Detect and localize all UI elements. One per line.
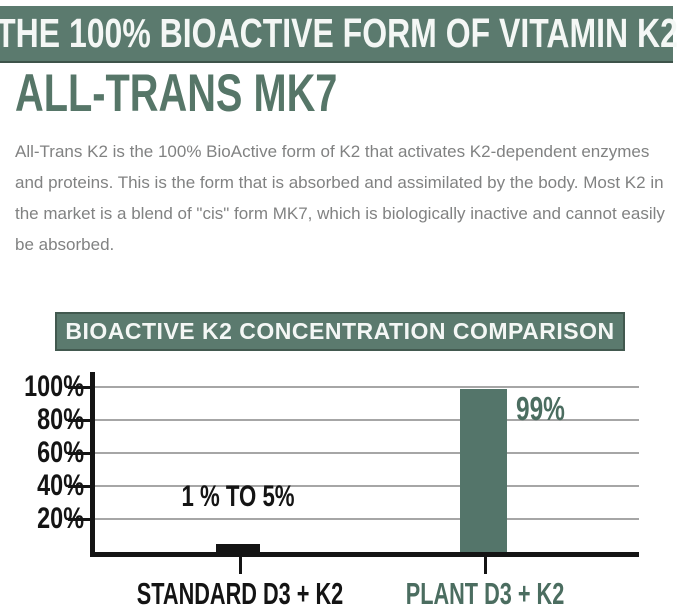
y-axis-line bbox=[90, 372, 95, 557]
gridline bbox=[93, 518, 639, 520]
gridline bbox=[93, 452, 639, 454]
y-axis-tick-label: 80% bbox=[37, 403, 84, 436]
x-axis-tick bbox=[239, 557, 242, 574]
chart-title-banner: BIOACTIVE K2 CONCENTRATION COMPARISON bbox=[55, 312, 625, 351]
x-axis-tick bbox=[484, 557, 487, 574]
x-axis-line bbox=[90, 552, 639, 557]
intro-paragraph: All-Trans K2 is the 100% BioActive form … bbox=[15, 142, 665, 254]
y-axis-tick-dash bbox=[68, 518, 90, 521]
chart-title: BIOACTIVE K2 CONCENTRATION COMPARISON bbox=[65, 318, 615, 344]
bar-value-label: 1 % TO 5% bbox=[181, 480, 295, 513]
y-axis-tick-label: 20% bbox=[37, 502, 84, 535]
top-banner-text: THE 100% BIOACTIVE FORM OF VITAMIN K2 bbox=[0, 10, 678, 56]
y-axis-tick-dash bbox=[68, 386, 90, 389]
bar bbox=[216, 543, 260, 552]
top-banner: THE 100% BIOACTIVE FORM OF VITAMIN K2 bbox=[0, 6, 677, 63]
gridline bbox=[93, 419, 639, 421]
y-axis-tick-label: 100% bbox=[24, 370, 84, 403]
gridline bbox=[93, 386, 639, 388]
y-axis-tick-label: 40% bbox=[37, 469, 84, 502]
y-axis-tick-dash bbox=[68, 419, 90, 422]
bar-value-label: 99% bbox=[516, 390, 565, 427]
category-label: STANDARD D3 + K2 bbox=[136, 576, 344, 611]
gridline bbox=[93, 485, 639, 487]
y-axis-tick-label: 60% bbox=[37, 436, 84, 469]
y-axis-tick-dash bbox=[68, 485, 90, 488]
bar bbox=[460, 388, 507, 552]
y-axis-tick-dash bbox=[68, 452, 90, 455]
page-title: ALL-TRANS MK7 bbox=[15, 64, 338, 123]
bar-chart: 100% 80% 60% 40% 20% STANDARD D3 + K2 PLANT D3… bbox=[0, 360, 679, 613]
category-label: PLANT D3 + K2 bbox=[405, 576, 565, 611]
